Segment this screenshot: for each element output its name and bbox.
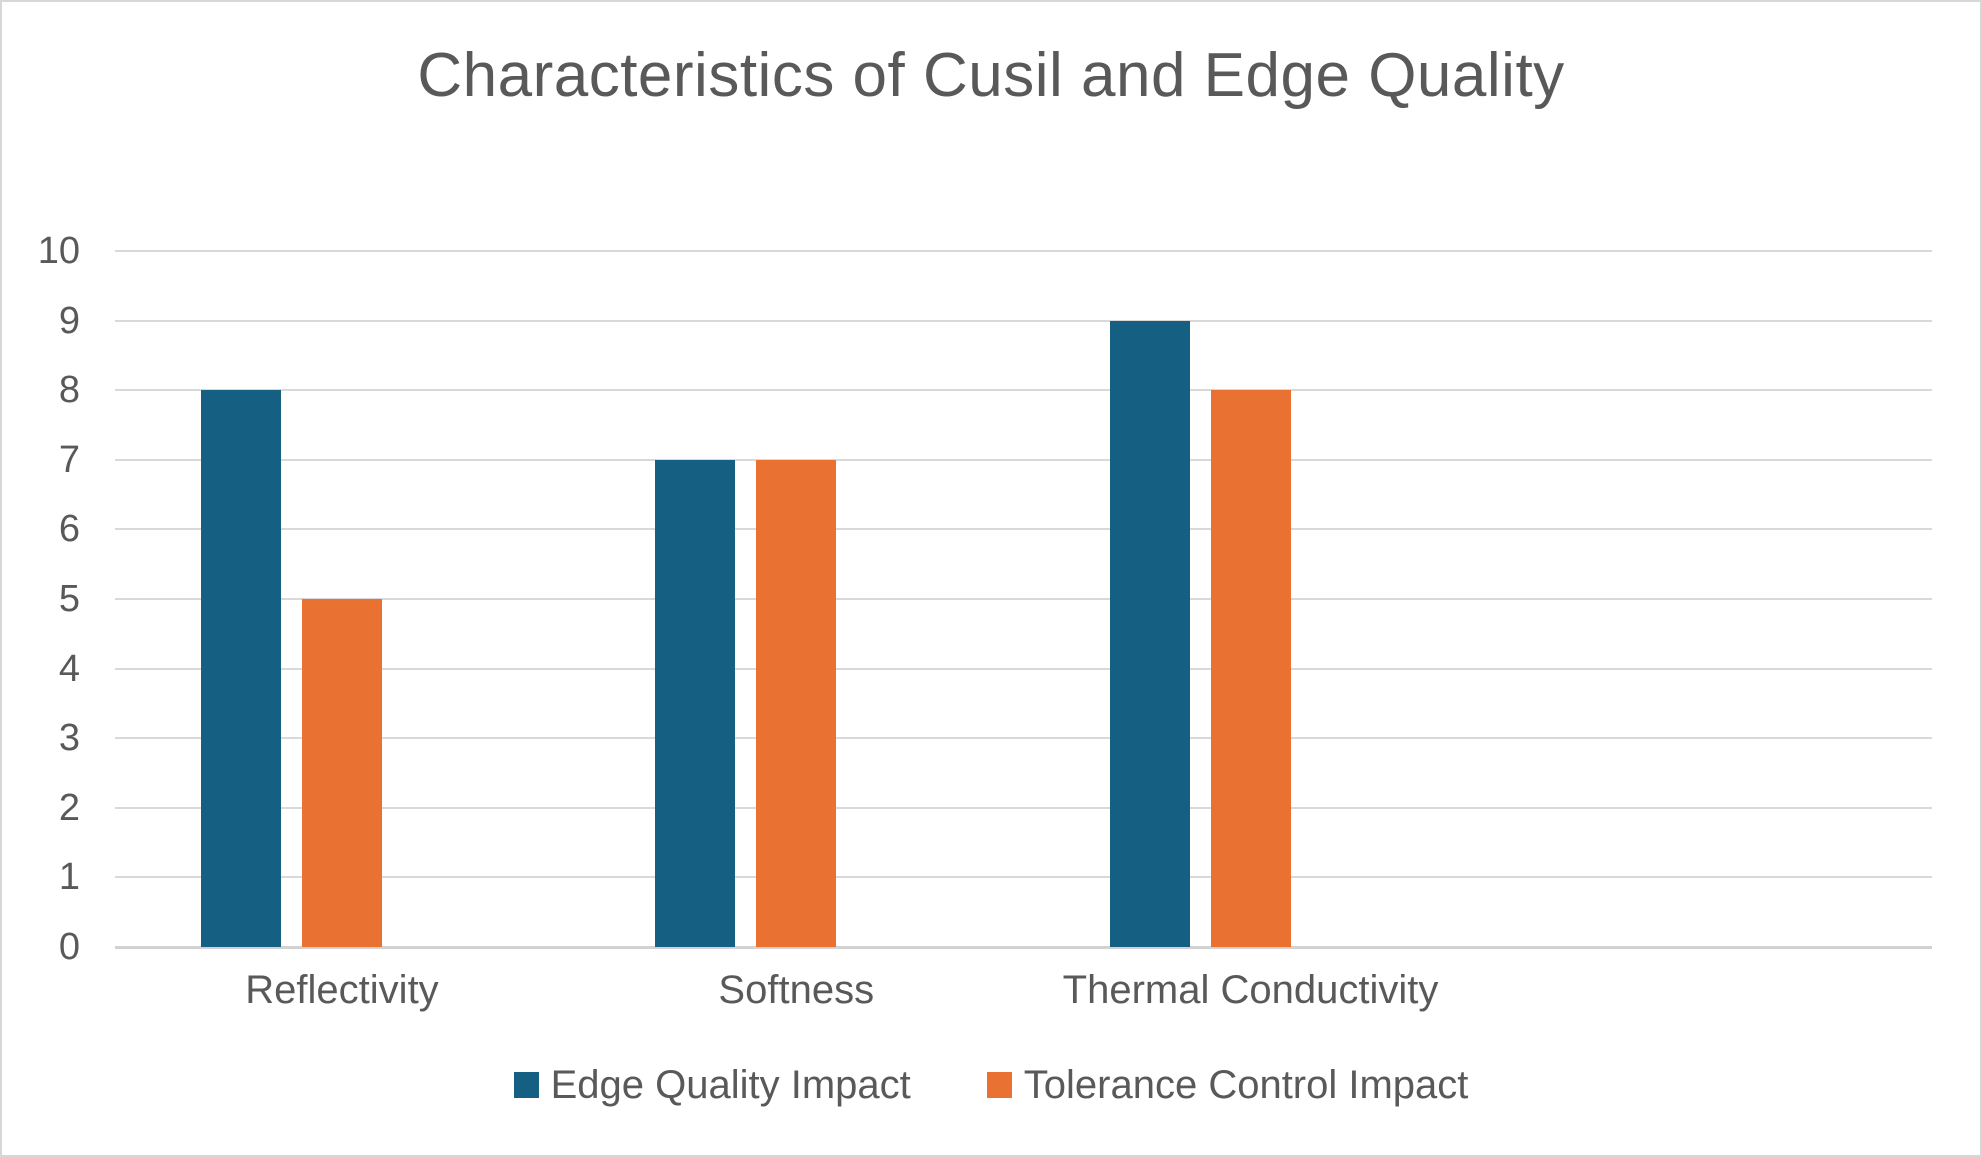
y-axis-tick-label: 7 — [58, 438, 80, 481]
category-label-reflectivity: Reflectivity — [245, 968, 439, 1012]
x-axis-line — [115, 946, 1932, 949]
gridline — [115, 806, 1932, 809]
y-axis-tick-label: 0 — [58, 926, 80, 968]
bar-edge-quality-impact-thermal-conductivity — [1109, 320, 1190, 947]
y-axis-tick-label: 3 — [58, 717, 80, 760]
bar-tolerance-control-impact-softness — [756, 459, 837, 947]
legend-label: Tolerance Control Impact — [1023, 1062, 1469, 1107]
y-axis-tick-label: 6 — [58, 508, 80, 551]
bar-tolerance-control-impact-thermal-conductivity — [1210, 390, 1291, 947]
chart-title: Characteristics of Cusil and Edge Qualit… — [417, 41, 1565, 110]
legend: Edge Quality Impact Tolerance Control Imp… — [2, 1060, 1980, 1110]
y-axis-tick-label: 10 — [37, 230, 80, 272]
gridline — [115, 250, 1932, 252]
y-axis-tick-label: 1 — [58, 856, 80, 899]
gridline — [115, 667, 1932, 670]
category-label-thermal-conductivity: Thermal Conductivity — [1062, 968, 1439, 1012]
y-axis-tick-label: 4 — [58, 647, 80, 690]
gridline — [115, 458, 1932, 461]
y-axis-tick-label: 8 — [58, 369, 80, 412]
gridline — [115, 598, 1932, 600]
gridline — [115, 737, 1932, 740]
legend-swatch-icon — [986, 1072, 1012, 1098]
bar-tolerance-control-impact-reflectivity — [302, 599, 382, 947]
bar-edge-quality-impact-reflectivity — [201, 390, 281, 947]
bar-edge-quality-impact-softness — [655, 459, 736, 947]
category-label-softness: Softness — [718, 968, 875, 1012]
gridline — [115, 876, 1932, 879]
legend-item-edge-quality-impact: Edge Quality Impact — [513, 1062, 911, 1108]
legend-swatch-icon — [513, 1072, 539, 1098]
gridline — [115, 389, 1932, 392]
y-axis-tick-label: 9 — [58, 299, 80, 342]
y-axis-tick-label: 5 — [58, 578, 80, 620]
gridline — [115, 319, 1932, 322]
legend-item-tolerance-control-impact: Tolerance Control Impact — [986, 1062, 1469, 1108]
gridline — [115, 528, 1932, 531]
y-axis-tick-label: 2 — [58, 786, 80, 829]
legend-label: Edge Quality Impact — [550, 1062, 911, 1107]
